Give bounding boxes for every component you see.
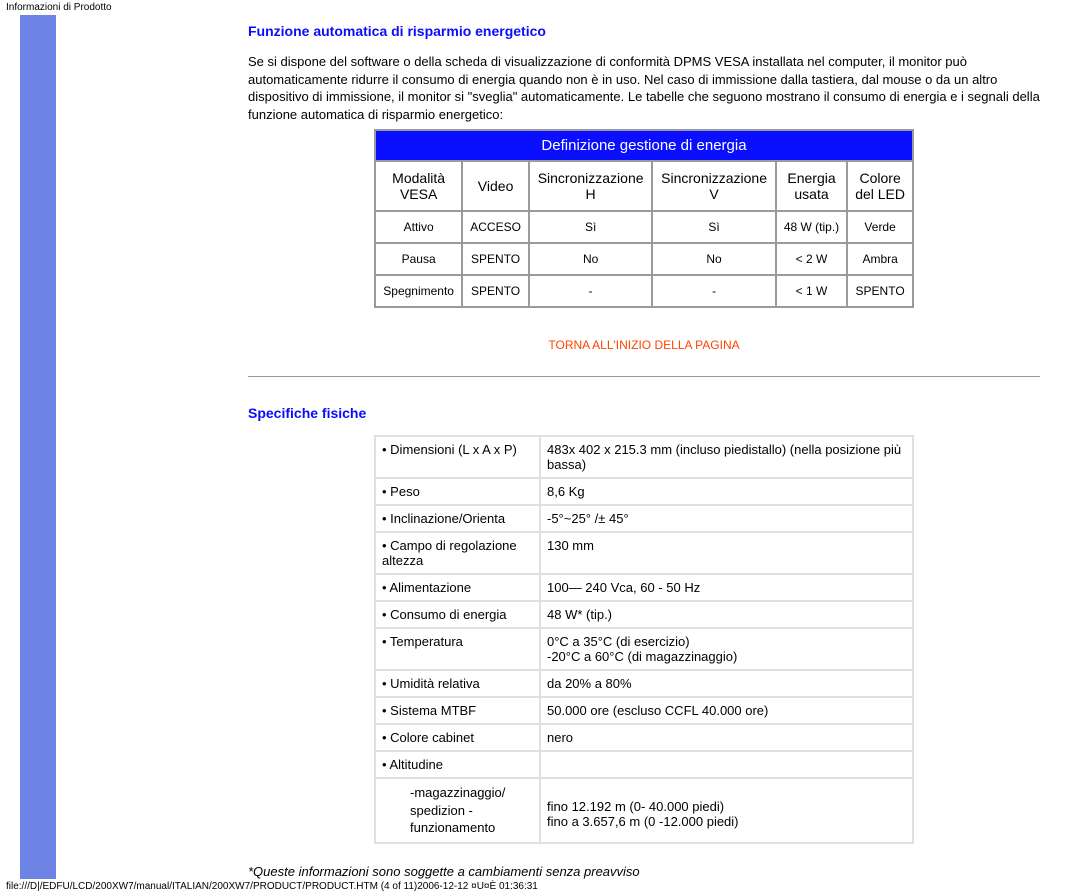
cell: Verde — [847, 211, 913, 243]
table-row: • Umidità relativada 20% a 80% — [375, 670, 913, 697]
cell: No — [529, 243, 652, 275]
table-column-row: ModalitàVESA Video SincronizzazioneH Sin… — [375, 161, 913, 211]
spec-label: • Inclinazione/Orienta — [375, 505, 540, 532]
footnote: *Queste informazioni sono soggette a cam… — [248, 864, 1040, 879]
table-row: Spegnimento SPENTO - - < 1 W SPENTO — [375, 275, 913, 307]
spec-value — [540, 751, 913, 778]
cell: Attivo — [375, 211, 462, 243]
spec-label: • Alimentazione — [375, 574, 540, 601]
cell: Pausa — [375, 243, 462, 275]
table-row: • Alimentazione100— 240 Vca, 60 - 50 Hz — [375, 574, 913, 601]
file-path-footer: file:///D|/EDFU/LCD/200XW7/manual/ITALIA… — [0, 879, 1080, 894]
spec-value: 8,6 Kg — [540, 478, 913, 505]
col-power: Energiausata — [776, 161, 847, 211]
page-top-label: Informazioni di Prodotto — [0, 0, 1080, 15]
main-content: Funzione automatica di risparmio energet… — [58, 15, 1080, 879]
cell: - — [652, 275, 775, 307]
cell: 48 W (tip.) — [776, 211, 847, 243]
spec-label: • Altitudine — [375, 751, 540, 778]
spec-value: -5°~25° /± 45° — [540, 505, 913, 532]
spec-value: da 20% a 80% — [540, 670, 913, 697]
table-row: • Temperatura0°C a 35°C (di esercizio)-2… — [375, 628, 913, 670]
table-row: Attivo ACCESO Sì Sì 48 W (tip.) Verde — [375, 211, 913, 243]
spec-value: nero — [540, 724, 913, 751]
spec-value: 0°C a 35°C (di esercizio)-20°C a 60°C (d… — [540, 628, 913, 670]
return-to-top-link[interactable]: TORNA ALL'INIZIO DELLA PAGINA — [248, 338, 1040, 352]
table-header-row: Definizione gestione di energia — [375, 130, 913, 161]
table-row: -magazzinaggio/spedizion -funzionamento … — [375, 778, 913, 843]
table-row: • Altitudine — [375, 751, 913, 778]
page-outer: Funzione automatica di risparmio energet… — [0, 15, 1080, 879]
cell: < 1 W — [776, 275, 847, 307]
spec-value: 50.000 ore (escluso CCFL 40.000 ore) — [540, 697, 913, 724]
energy-table-header: Definizione gestione di energia — [375, 130, 913, 161]
spec-label: • Sistema MTBF — [375, 697, 540, 724]
table-row: • Campo di regolazione altezza130 mm — [375, 532, 913, 574]
sidebar-band — [20, 15, 56, 879]
cell: SPENTO — [462, 275, 529, 307]
spec-sub-label: -magazzinaggio/spedizion -funzionamento — [375, 778, 540, 843]
spec-label: • Consumo di energia — [375, 601, 540, 628]
spec-value: 48 W* (tip.) — [540, 601, 913, 628]
col-vesa-mode: ModalitàVESA — [375, 161, 462, 211]
cell: SPENTO — [847, 275, 913, 307]
cell: Sì — [529, 211, 652, 243]
spec-label: • Peso — [375, 478, 540, 505]
table-row: • Consumo di energia48 W* (tip.) — [375, 601, 913, 628]
col-video: Video — [462, 161, 529, 211]
spec-label: • Dimensioni (L x A x P) — [375, 436, 540, 478]
table-row: • Inclinazione/Orienta-5°~25° /± 45° — [375, 505, 913, 532]
table-row: • Peso8,6 Kg — [375, 478, 913, 505]
energy-saving-paragraph: Se si dispone del software o della sched… — [248, 53, 1040, 123]
spec-label: • Umidità relativa — [375, 670, 540, 697]
table-row: Pausa SPENTO No No < 2 W Ambra — [375, 243, 913, 275]
physical-specs-title: Specifiche fisiche — [248, 405, 1040, 421]
table-row: • Sistema MTBF50.000 ore (escluso CCFL 4… — [375, 697, 913, 724]
spec-value: 130 mm — [540, 532, 913, 574]
cell: < 2 W — [776, 243, 847, 275]
physical-specs-table: • Dimensioni (L x A x P)483x 402 x 215.3… — [374, 435, 914, 844]
col-sync-h: SincronizzazioneH — [529, 161, 652, 211]
cell: No — [652, 243, 775, 275]
cell: Ambra — [847, 243, 913, 275]
spec-value: 483x 402 x 215.3 mm (incluso piedistallo… — [540, 436, 913, 478]
col-led: Coloredel LED — [847, 161, 913, 211]
divider — [248, 376, 1040, 377]
energy-management-table: Definizione gestione di energia Modalità… — [374, 129, 914, 308]
cell: Sì — [652, 211, 775, 243]
energy-saving-title: Funzione automatica di risparmio energet… — [248, 23, 1040, 39]
table-row: • Dimensioni (L x A x P)483x 402 x 215.3… — [375, 436, 913, 478]
spec-label: • Colore cabinet — [375, 724, 540, 751]
spec-label: • Campo di regolazione altezza — [375, 532, 540, 574]
cell: - — [529, 275, 652, 307]
table-row: • Colore cabinetnero — [375, 724, 913, 751]
col-sync-v: SincronizzazioneV — [652, 161, 775, 211]
altitude-sub-label: -magazzinaggio/spedizion -funzionamento — [382, 784, 533, 837]
spec-sub-value: fino 12.192 m (0- 40.000 piedi)fino a 3.… — [540, 778, 913, 843]
spec-label: • Temperatura — [375, 628, 540, 670]
cell: Spegnimento — [375, 275, 462, 307]
cell: ACCESO — [462, 211, 529, 243]
spec-value: 100— 240 Vca, 60 - 50 Hz — [540, 574, 913, 601]
cell: SPENTO — [462, 243, 529, 275]
